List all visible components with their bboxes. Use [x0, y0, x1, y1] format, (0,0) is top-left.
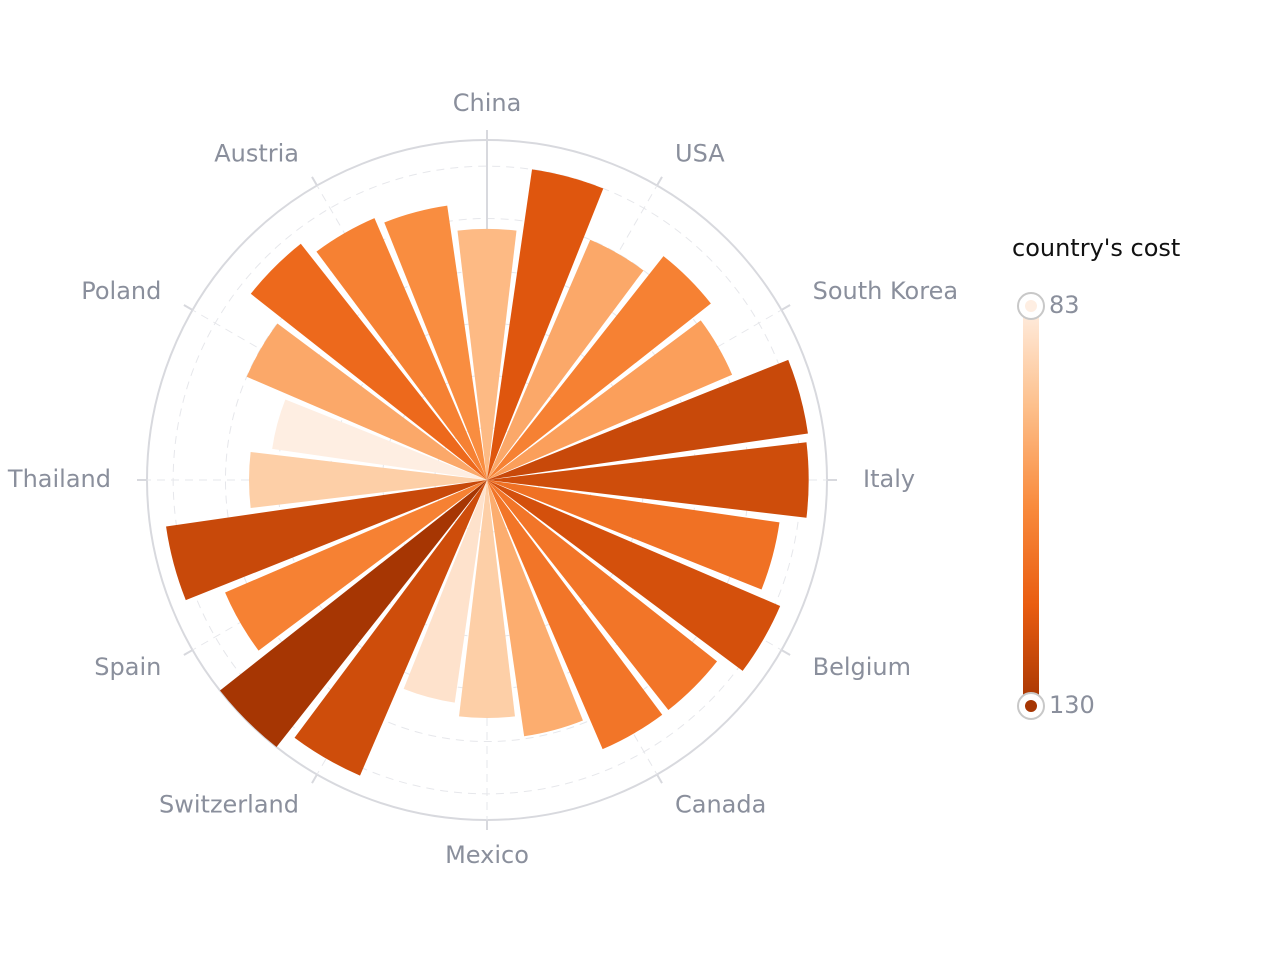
bar — [487, 239, 644, 480]
bar — [487, 480, 781, 671]
bar — [487, 480, 780, 590]
bar — [459, 480, 515, 718]
axis-tick — [656, 176, 663, 187]
bar — [487, 359, 808, 480]
legend-handle-dot — [1025, 300, 1037, 312]
axis-tick — [780, 649, 791, 656]
category-label: USA — [675, 139, 725, 167]
bar — [487, 442, 809, 518]
bar — [487, 169, 604, 480]
bar — [248, 452, 487, 508]
axis-tick — [656, 773, 663, 784]
category-label: Mexico — [445, 841, 529, 869]
category-label: Poland — [81, 277, 161, 305]
bar — [316, 218, 487, 480]
bar — [487, 480, 663, 750]
bar — [487, 480, 583, 737]
legend-title: country's cost — [1012, 234, 1180, 262]
category-label: South Korea — [813, 277, 958, 305]
bar — [272, 399, 487, 480]
axis-tick — [183, 649, 194, 656]
bar — [250, 243, 487, 480]
axis-tick — [311, 773, 318, 784]
axis-tick — [780, 304, 791, 311]
axis-tick — [183, 304, 194, 311]
legend-label: 130 — [1049, 691, 1095, 719]
axis-tick — [311, 176, 318, 187]
category-label: Italy — [863, 465, 915, 493]
bar — [166, 480, 487, 601]
legend-bar — [1023, 306, 1039, 706]
bar — [403, 480, 487, 703]
bar — [384, 205, 487, 480]
category-label: Belgium — [813, 653, 911, 681]
category-label: Canada — [675, 791, 766, 819]
category-label: Thailand — [7, 465, 111, 493]
legend-handle-dot — [1025, 700, 1037, 712]
bar — [225, 480, 487, 651]
bar — [246, 323, 487, 480]
category-label: Austria — [214, 139, 299, 167]
bar — [457, 228, 517, 480]
bar — [487, 480, 718, 711]
bar — [219, 480, 487, 748]
bar — [294, 480, 487, 776]
bar — [487, 256, 711, 480]
bar — [487, 320, 733, 480]
category-label: China — [453, 89, 522, 117]
category-label: Spain — [94, 653, 161, 681]
legend-label: 83 — [1049, 291, 1080, 319]
category-label: Switzerland — [159, 791, 299, 819]
